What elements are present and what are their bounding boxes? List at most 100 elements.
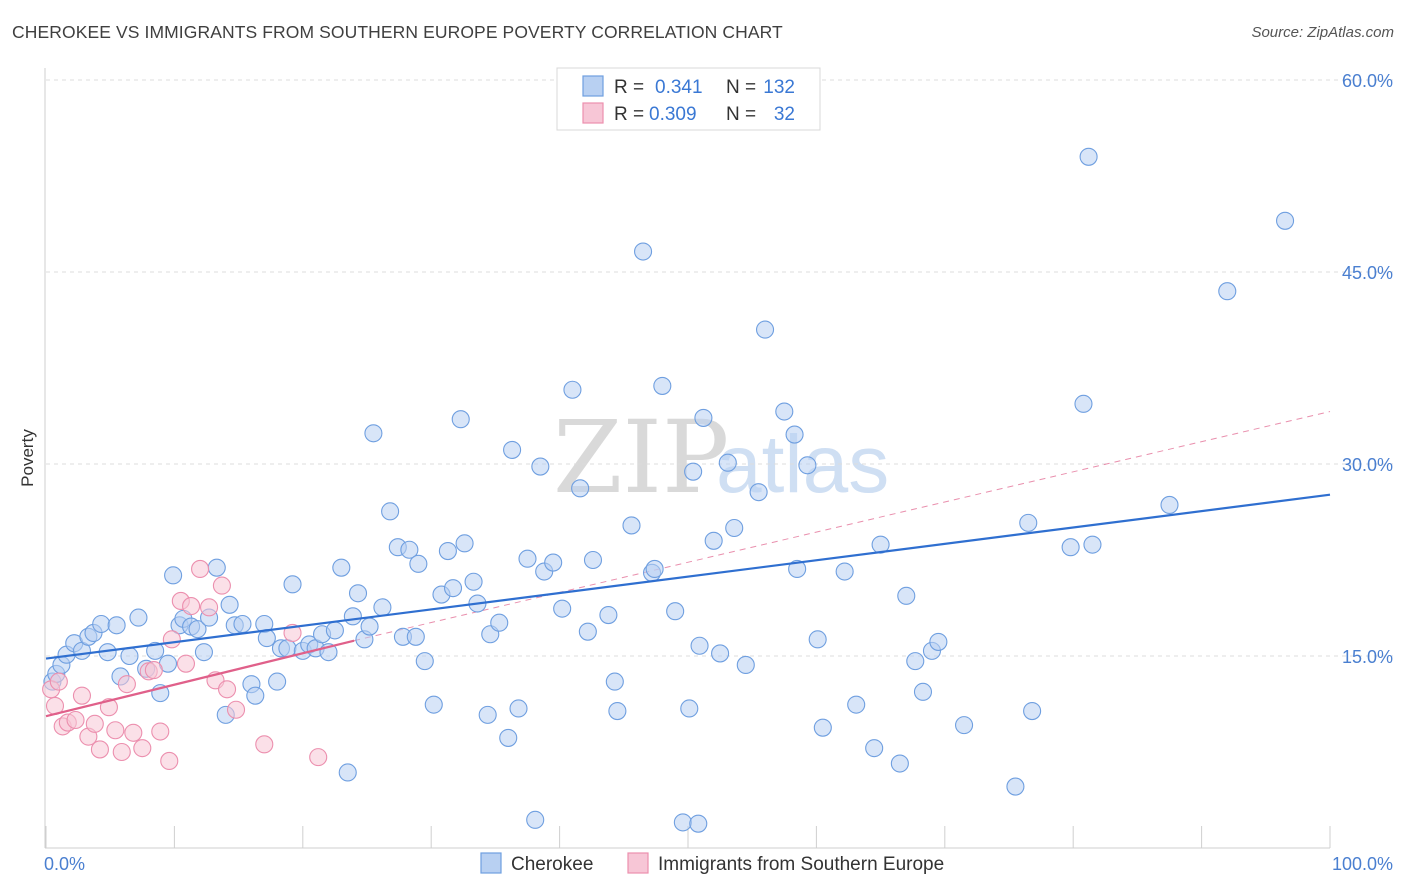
cherokee-point-52 <box>381 502 400 521</box>
immigrants-point-6 <box>72 686 92 705</box>
cherokee-point-131 <box>725 518 744 538</box>
y-tick-label-0: 15.0% <box>1342 647 1393 667</box>
y-tick-label-2: 45.0% <box>1342 263 1393 283</box>
cherokee-point-92 <box>673 813 692 832</box>
axes <box>44 68 1331 849</box>
cherokee-point-9 <box>107 616 126 635</box>
immigrants-points <box>42 559 328 771</box>
cherokee-point-46 <box>343 607 362 626</box>
cherokee-point-58 <box>415 652 434 671</box>
cherokee-trend-line <box>45 493 1331 660</box>
cherokee-point-15 <box>146 641 165 660</box>
cherokee-point-100 <box>736 655 755 675</box>
cherokee-point-123 <box>1061 538 1080 557</box>
immigrants-point-11 <box>106 721 125 740</box>
legend-n-value-2: 32 <box>774 104 795 125</box>
immigrants-point-2 <box>49 672 68 691</box>
immigrants-point-17 <box>144 661 163 680</box>
bottom-legend-label-cherokee: Cherokee <box>511 854 593 875</box>
cherokee-point-126 <box>1079 147 1098 166</box>
cherokee-point-44 <box>332 558 351 577</box>
cherokee-point-49 <box>360 617 379 636</box>
stats-legend: R = 0.341 N = 132 R = 0.309 N = 32 <box>556 67 821 131</box>
cherokee-point-27 <box>220 595 239 614</box>
cherokee-point-102 <box>755 320 775 339</box>
cherokee-point-109 <box>835 562 854 581</box>
legend-r-label-1: R = <box>614 77 644 98</box>
legend-n-label-2: N = <box>726 104 756 125</box>
pink-trend-extension <box>354 411 1331 642</box>
immigrants-point-29 <box>226 700 246 719</box>
immigrants-point-19 <box>160 751 179 771</box>
cherokee-point-99 <box>718 453 737 472</box>
cherokee-point-86 <box>622 516 641 535</box>
cherokee-point-25 <box>207 558 226 577</box>
cherokee-point-85 <box>608 701 627 721</box>
cherokee-point-12 <box>120 646 139 666</box>
immigrants-point-8 <box>85 714 104 733</box>
cherokee-point-70 <box>499 728 518 747</box>
legend-swatch-cherokee <box>582 75 604 97</box>
cherokee-point-8 <box>92 614 111 634</box>
cherokee-point-75 <box>531 457 550 476</box>
cherokee-point-128 <box>1218 282 1237 301</box>
cherokee-point-63 <box>451 410 470 429</box>
cherokee-point-104 <box>785 425 804 444</box>
cherokee-point-47 <box>348 584 368 603</box>
legend-r-label-2: R = <box>614 104 644 125</box>
cherokee-point-59 <box>424 695 443 714</box>
cherokee-point-62 <box>443 579 463 598</box>
cherokee-point-37 <box>283 575 302 594</box>
cherokee-point-51 <box>373 598 392 617</box>
bottom-legend-swatch-immigrants <box>627 852 649 874</box>
cherokee-point-118 <box>929 632 948 651</box>
immigrants-trend-extension-line <box>354 411 1331 642</box>
cherokee-point-78 <box>553 599 572 618</box>
cherokee-point-64 <box>455 534 474 553</box>
immigrants-point-23 <box>182 597 201 616</box>
immigrants-point-30 <box>255 735 274 754</box>
cherokee-point-115 <box>906 652 925 671</box>
immigrants-point-5 <box>66 710 85 730</box>
cherokee-point-31 <box>246 686 265 705</box>
trend-lines <box>45 493 1331 718</box>
x-tick-label-min: 0.0% <box>44 854 85 874</box>
immigrants-point-20 <box>162 630 181 649</box>
legend-r-value-2: 0.309 <box>649 104 697 125</box>
cherokee-point-50 <box>364 424 383 443</box>
cherokee-point-121 <box>1019 513 1038 532</box>
cherokee-point-67 <box>478 705 497 724</box>
cherokee-point-107 <box>808 630 827 649</box>
immigrants-point-25 <box>200 598 219 617</box>
immigrants-point-24 <box>191 559 210 579</box>
cherokee-point-101 <box>749 483 768 502</box>
cherokee-point-125 <box>1083 535 1102 554</box>
cherokee-point-43 <box>325 621 344 640</box>
cherokee-point-80 <box>571 479 590 498</box>
immigrants-trend-line <box>45 639 355 718</box>
cherokee-point-119 <box>955 716 974 735</box>
immigrants-point-12 <box>112 742 131 762</box>
immigrants-point-18 <box>151 722 170 741</box>
cherokee-point-34 <box>268 672 287 691</box>
cherokee-point-77 <box>544 553 563 572</box>
bottom-legend-swatch-cherokee <box>480 852 502 874</box>
cherokee-point-87 <box>634 242 653 261</box>
y-tick-label-1: 30.0% <box>1342 455 1393 475</box>
cherokee-point-111 <box>865 739 884 758</box>
cherokee-point-69 <box>490 613 509 632</box>
cherokee-point-45 <box>338 763 357 782</box>
cherokee-point-84 <box>605 672 624 691</box>
cherokee-point-90 <box>653 376 672 395</box>
cherokee-point-72 <box>509 699 528 718</box>
y-tick-labels: 15.0% 30.0% 45.0% 60.0% <box>1342 71 1393 667</box>
legend-r-value-1: 0.341 <box>655 77 703 98</box>
cherokee-point-29 <box>233 614 252 634</box>
cherokee-point-130 <box>689 814 708 833</box>
cherokee-point-71 <box>503 440 522 459</box>
immigrants-point-9 <box>90 740 109 759</box>
y-tick-label-3: 60.0% <box>1342 71 1393 91</box>
x-tick-label-max: 100.0% <box>1332 854 1393 874</box>
cherokee-point-82 <box>583 550 603 570</box>
